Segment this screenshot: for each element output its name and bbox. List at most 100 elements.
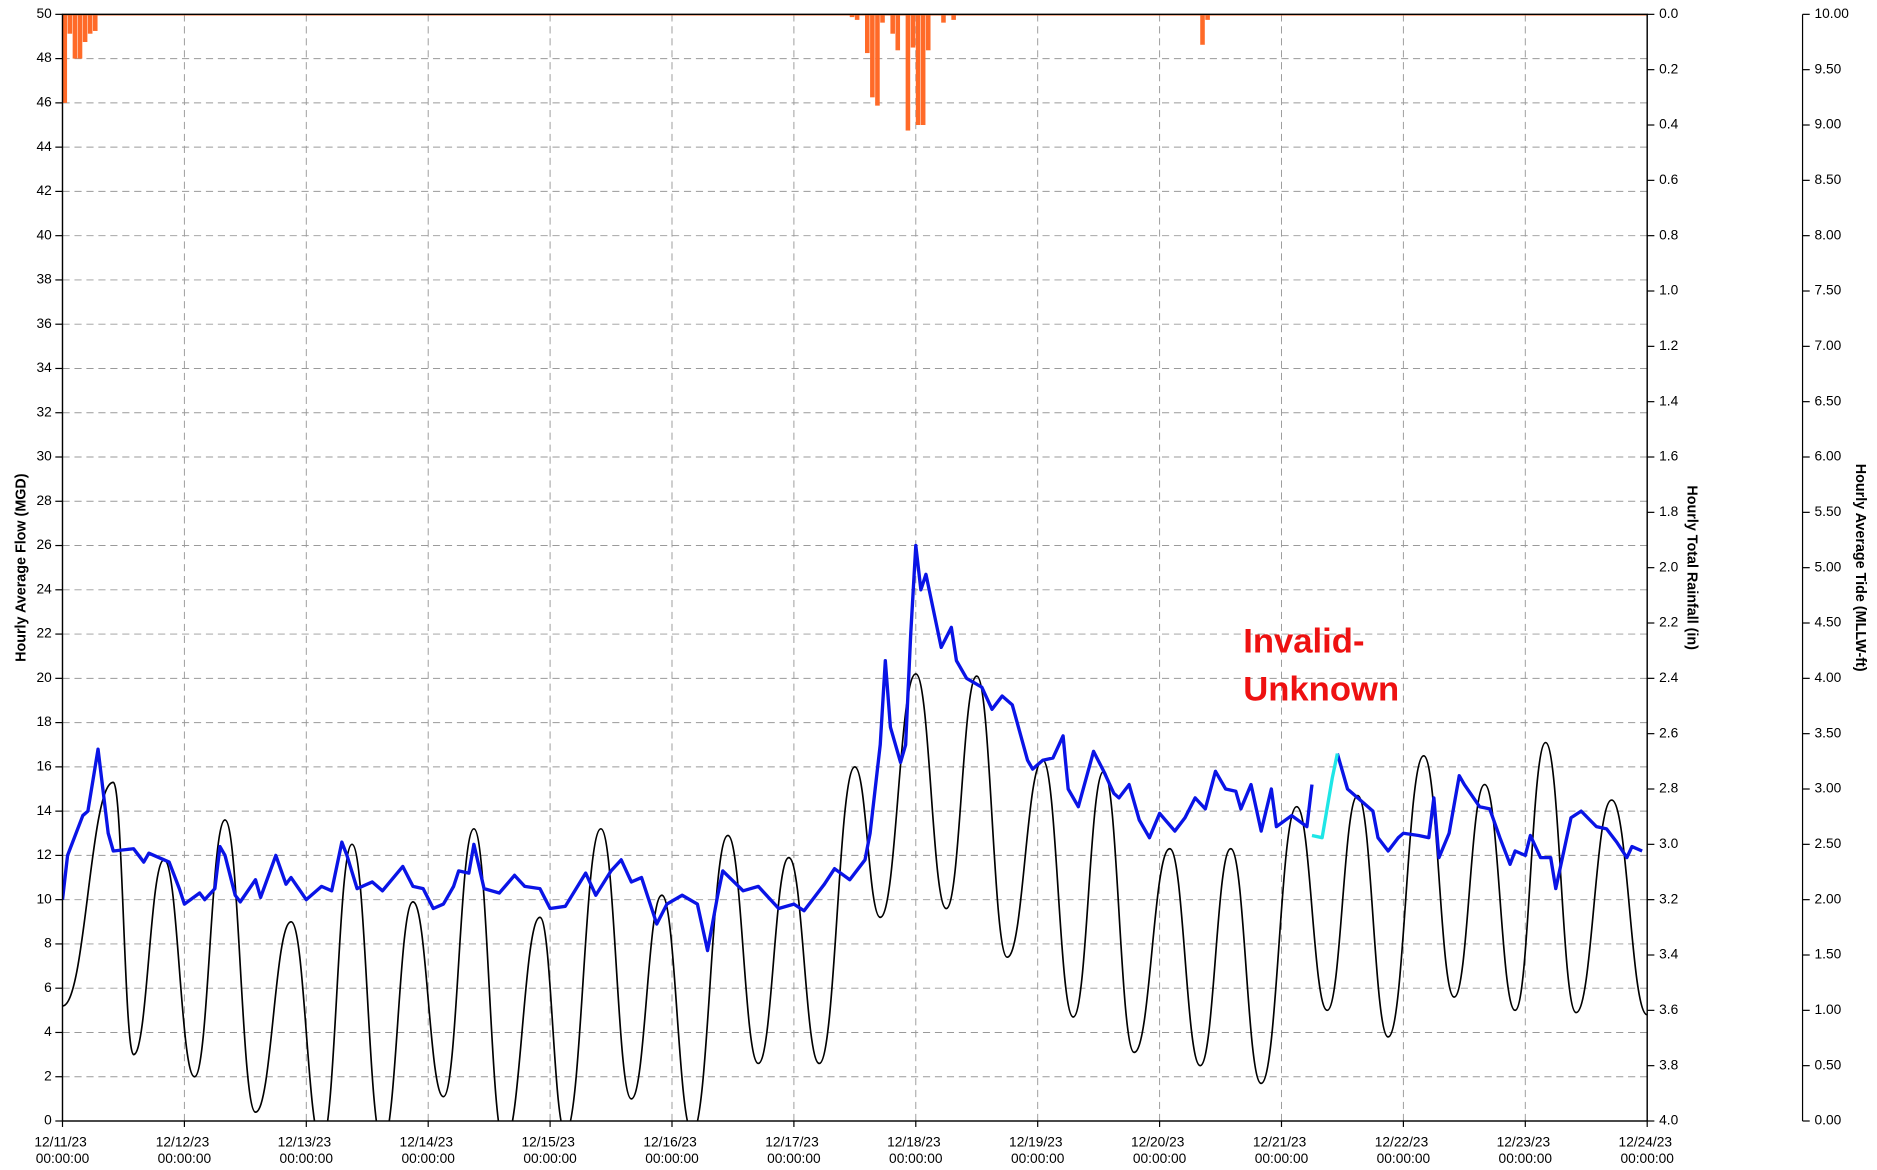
x-tick-label: 12/22/23 00:00:00 [1375, 1134, 1432, 1166]
y-tick-label: 18 [36, 714, 52, 729]
rain-bar [890, 14, 895, 34]
y3-tick-label: 7.00 [1815, 338, 1842, 353]
rain-bar [87, 14, 93, 34]
x-tick-label-line: 12/17/23 [765, 1134, 822, 1149]
rain-bar [875, 14, 880, 106]
rain-bar [951, 14, 956, 20]
rain-bar [849, 14, 855, 18]
y-tick-label: 20 [36, 670, 52, 685]
y3-tick-label: 5.00 [1815, 559, 1842, 574]
y2-tick-label: 1.6 [1659, 449, 1678, 464]
rain-bar [62, 14, 68, 103]
y3-tick-label: 8.50 [1815, 172, 1842, 187]
x-tick-label-line: 00:00:00 [889, 1151, 943, 1166]
y2-tick-label: 1.4 [1659, 393, 1678, 408]
y2-tick-label: 0.4 [1659, 117, 1678, 132]
y-tick-label: 44 [36, 139, 52, 154]
rain-bar [870, 14, 875, 98]
y2-tick-label: 2.4 [1659, 670, 1678, 685]
y-tick-label: 48 [36, 50, 52, 65]
y3-tick-label: 6.50 [1815, 393, 1842, 408]
x-tick-label-line: 00:00:00 [1620, 1151, 1674, 1166]
y2-axis-title: Hourly Total Rainfall (in) [1684, 485, 1700, 650]
plot-frame [61, 13, 1648, 1122]
y2-tick-label: 1.8 [1659, 504, 1678, 519]
x-tick-label: 12/11/23 00:00:00 [34, 1134, 90, 1166]
y3-tick-label: 4.00 [1815, 670, 1842, 685]
x-tick-label-line: 00:00:00 [767, 1151, 821, 1166]
y-tick-label: 46 [36, 94, 52, 109]
y2-tick-label: 2.2 [1659, 615, 1678, 630]
rain-bar [905, 14, 911, 131]
x-tick-label: 12/19/23 00:00:00 [1009, 1134, 1066, 1166]
rain-bar [895, 14, 901, 51]
y-tick-label: 38 [36, 272, 52, 287]
rain-bar [82, 14, 88, 43]
rain-bar [880, 14, 885, 23]
tide-line [62, 673, 1648, 1122]
y3-tick-label: 5.50 [1815, 504, 1842, 519]
y3-tick-label: 2.00 [1815, 891, 1842, 906]
y2-tick-label: 4.0 [1659, 1113, 1678, 1128]
y-tick-label: 28 [36, 493, 52, 508]
y2-tick-label: 3.8 [1659, 1057, 1678, 1072]
x-tick-label: 12/13/23 00:00:00 [278, 1134, 335, 1166]
y3-tick-label: 7.50 [1815, 283, 1842, 298]
rain-bar [77, 14, 83, 59]
y-tick-label: 6 [44, 980, 52, 995]
x-tick-label: 12/16/23 00:00:00 [643, 1134, 700, 1166]
plot-area [62, 14, 1648, 1122]
x-tick-label-line: 00:00:00 [1499, 1151, 1553, 1166]
y-tick-label: 40 [36, 227, 52, 242]
x-tick-label-line: 12/22/23 [1375, 1134, 1432, 1149]
x-tick-label-line: 12/23/23 [1497, 1134, 1554, 1149]
y-tick-label: 14 [36, 803, 52, 818]
y3-tick-label: 3.50 [1815, 725, 1842, 740]
rain-bar [854, 14, 860, 20]
y3-tick-label: 3.00 [1815, 781, 1842, 796]
y3-tick-label: 10.00 [1815, 6, 1850, 21]
x-tick-label: 12/20/23 00:00:00 [1131, 1134, 1188, 1166]
y2-tick-label: 3.6 [1659, 1002, 1678, 1017]
y3-tick-label: 1.50 [1815, 947, 1842, 962]
y2-tick-label: 0.8 [1659, 227, 1678, 242]
y-tick-label: 8 [44, 936, 52, 951]
x-tick-label-line: 12/11/23 [34, 1134, 90, 1149]
y2-tick-label: 3.0 [1659, 836, 1678, 851]
x-tick-label-line: 00:00:00 [401, 1151, 455, 1166]
y3-tick-label: 0.50 [1815, 1057, 1842, 1072]
x-tick-label: 12/18/23 00:00:00 [887, 1134, 944, 1166]
y2-tick-label: 3.4 [1659, 947, 1678, 962]
y-tick-label: 0 [44, 1113, 52, 1128]
x-tick-label-line: 00:00:00 [1133, 1151, 1187, 1166]
x-tick-label: 12/15/23 00:00:00 [521, 1134, 578, 1166]
flow-line [1311, 753, 1340, 840]
y3-tick-label: 9.00 [1815, 117, 1842, 132]
x-tick-label-line: 12/12/23 [156, 1134, 213, 1149]
x-tick-label-line: 00:00:00 [1255, 1151, 1309, 1166]
x-tick-label-line: 12/14/23 [400, 1134, 457, 1149]
y-tick-label: 10 [36, 891, 52, 906]
x-tick-label-line: 00:00:00 [280, 1151, 334, 1166]
x-tick-label-line: 00:00:00 [36, 1151, 90, 1166]
rain-bar [72, 14, 78, 59]
y2-tick-label: 3.2 [1659, 891, 1678, 906]
y3-tick-label: 1.00 [1815, 1002, 1842, 1017]
x-tick-label-line: 12/19/23 [1009, 1134, 1066, 1149]
y2-tick-label: 1.2 [1659, 338, 1678, 353]
y2-tick-label: 0.0 [1659, 6, 1678, 21]
rain-bar [1205, 14, 1210, 20]
y-tick-label: 30 [36, 449, 52, 464]
y2-tick-label: 2.8 [1659, 781, 1678, 796]
rain-bar [915, 14, 921, 126]
rain-bar [67, 14, 73, 34]
x-tick-label: 12/24/23 00:00:00 [1619, 1134, 1676, 1166]
x-tick-label: 12/12/23 00:00:00 [156, 1134, 213, 1166]
flow-line [62, 543, 1643, 953]
rain-bar [92, 14, 98, 31]
y3-axis-title: Hourly Average Tide (MLLW-ft) [1852, 464, 1868, 672]
y-tick-label: 34 [36, 360, 52, 375]
y-tick-label: 24 [36, 581, 52, 596]
x-tick-label: 12/21/23 00:00:00 [1253, 1134, 1310, 1166]
